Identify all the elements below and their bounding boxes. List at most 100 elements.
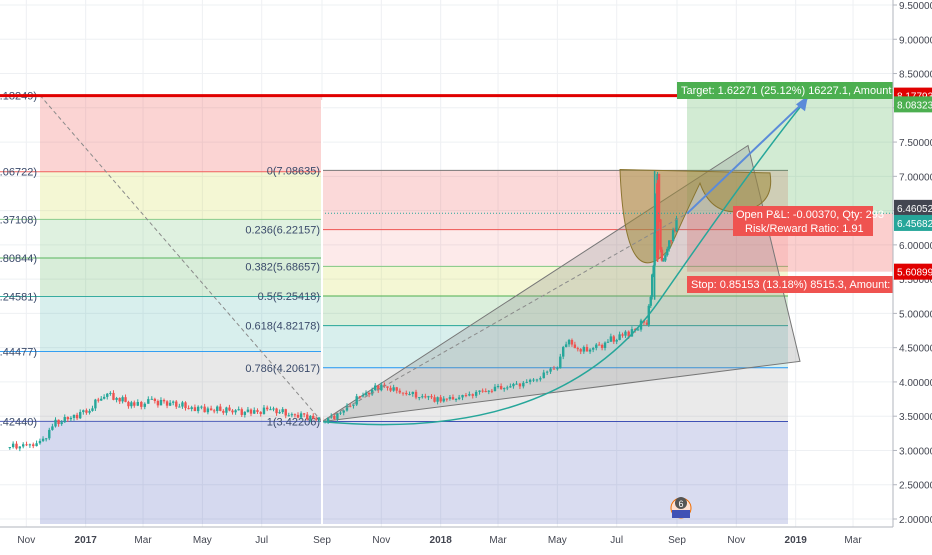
candles[interactable] <box>8 170 678 452</box>
candle-body <box>499 386 503 390</box>
candle-body <box>484 391 487 393</box>
candle-body <box>525 381 528 383</box>
candle-body <box>421 396 424 398</box>
candle-body <box>461 395 464 398</box>
candle-body <box>66 417 70 420</box>
time-axis-label: 2017 <box>75 535 98 546</box>
candle-body <box>281 409 284 413</box>
price-axis[interactable]: 9.500009.000008.500008.000007.500007.000… <box>892 0 932 550</box>
candle-body <box>206 408 210 413</box>
candle-body <box>51 426 54 430</box>
candle-body <box>576 348 579 350</box>
candle-body <box>539 378 542 380</box>
candle-body <box>556 368 559 370</box>
candle-body <box>457 397 461 399</box>
entry-price-tag-bg <box>894 214 932 231</box>
candle-body <box>349 405 352 407</box>
candle-body <box>358 396 362 398</box>
candle-body <box>88 410 91 413</box>
price-axis-label: 3.50000 <box>899 412 932 423</box>
candle-body <box>184 402 187 409</box>
candle-body <box>336 413 339 419</box>
candle-body <box>299 413 303 418</box>
price-axis-label: 9.00000 <box>899 35 932 46</box>
fib-retracement-2018[interactable]: 0(7.08635) 0.236(6.22157) 0.382(5.68657) 0.… <box>245 165 788 524</box>
entry-price-tag: 6.45682 <box>897 219 932 230</box>
candle-body <box>600 344 604 348</box>
candle-body <box>216 406 219 411</box>
candle-body <box>326 417 330 422</box>
arrow-head <box>796 95 808 112</box>
candle-body <box>159 399 163 406</box>
candle-body <box>91 408 94 411</box>
candle-body <box>150 398 153 400</box>
price-axis-label: 5.00000 <box>899 309 932 320</box>
candle-body <box>522 382 525 387</box>
trend-dashed-line-2017 <box>39 94 323 423</box>
candle-body <box>243 411 247 415</box>
arc-curve[interactable] <box>321 97 809 426</box>
time-axis-label: May <box>193 535 212 546</box>
candle-body <box>222 410 225 413</box>
candle-body <box>618 334 621 340</box>
candle-body <box>564 344 568 348</box>
candle-body <box>503 388 506 390</box>
candle-body <box>675 218 678 232</box>
fib-2017-band <box>40 296 322 352</box>
candle-body <box>535 379 539 381</box>
candle-body <box>193 407 197 412</box>
candle-body <box>231 410 234 413</box>
candle-body <box>650 274 654 297</box>
candle-body <box>136 402 139 406</box>
candle-body <box>649 296 652 306</box>
candle-body <box>246 409 250 412</box>
candle-body <box>418 397 421 399</box>
candle-body <box>361 395 365 397</box>
arc-path <box>321 97 809 426</box>
candle-body <box>395 387 398 391</box>
candle-body <box>153 398 157 401</box>
candle-body <box>140 402 143 407</box>
candle-body <box>627 331 630 337</box>
candle-body <box>509 386 512 388</box>
stop-price-tag: 5.60899 <box>897 268 932 279</box>
candle-body <box>266 407 269 410</box>
candle-body <box>82 410 85 413</box>
time-axis-label: Jul <box>255 535 268 546</box>
candle-body <box>454 398 458 400</box>
candle-body <box>41 438 45 441</box>
time-axis-label: Nov <box>727 535 745 546</box>
candle-body <box>355 396 358 405</box>
time-axis[interactable]: Nov 2017 Mar May Jul Sep Nov 2018 Mar May Jul Sep No… <box>0 526 932 550</box>
candle-body <box>624 331 627 336</box>
candle-body <box>72 414 76 418</box>
candle-body <box>296 414 300 418</box>
candle-body <box>32 444 35 447</box>
candle-body <box>615 339 618 342</box>
upper-price-tag-bg <box>894 96 932 113</box>
candle-body <box>171 401 175 403</box>
candle-body <box>506 387 509 389</box>
grid <box>0 0 893 527</box>
candle-body <box>187 408 190 410</box>
candle-body <box>272 408 275 410</box>
fib-retracement-2017[interactable]: 8.18249)7.06722)5.37108)5.80844)5.24581)… <box>0 90 323 524</box>
candle-body <box>374 385 377 390</box>
time-axis-label: 2019 <box>785 535 808 546</box>
candle-body <box>654 206 657 233</box>
arrow-shaft <box>686 100 806 215</box>
candle-body <box>162 399 166 402</box>
candle-body <box>181 402 184 407</box>
candle-body <box>389 387 392 391</box>
price-axis-label: 2.50000 <box>899 481 932 492</box>
candle-body <box>11 443 15 448</box>
candle-body <box>430 396 433 398</box>
candle-body <box>102 396 106 399</box>
projection-arrow[interactable] <box>686 95 808 215</box>
candle-body <box>549 368 552 372</box>
price-axis-label: 3.00000 <box>899 446 932 457</box>
fib-2018-level-label: 0.786(4.20617) <box>245 363 320 375</box>
event-badge[interactable]: 6 <box>670 497 692 519</box>
